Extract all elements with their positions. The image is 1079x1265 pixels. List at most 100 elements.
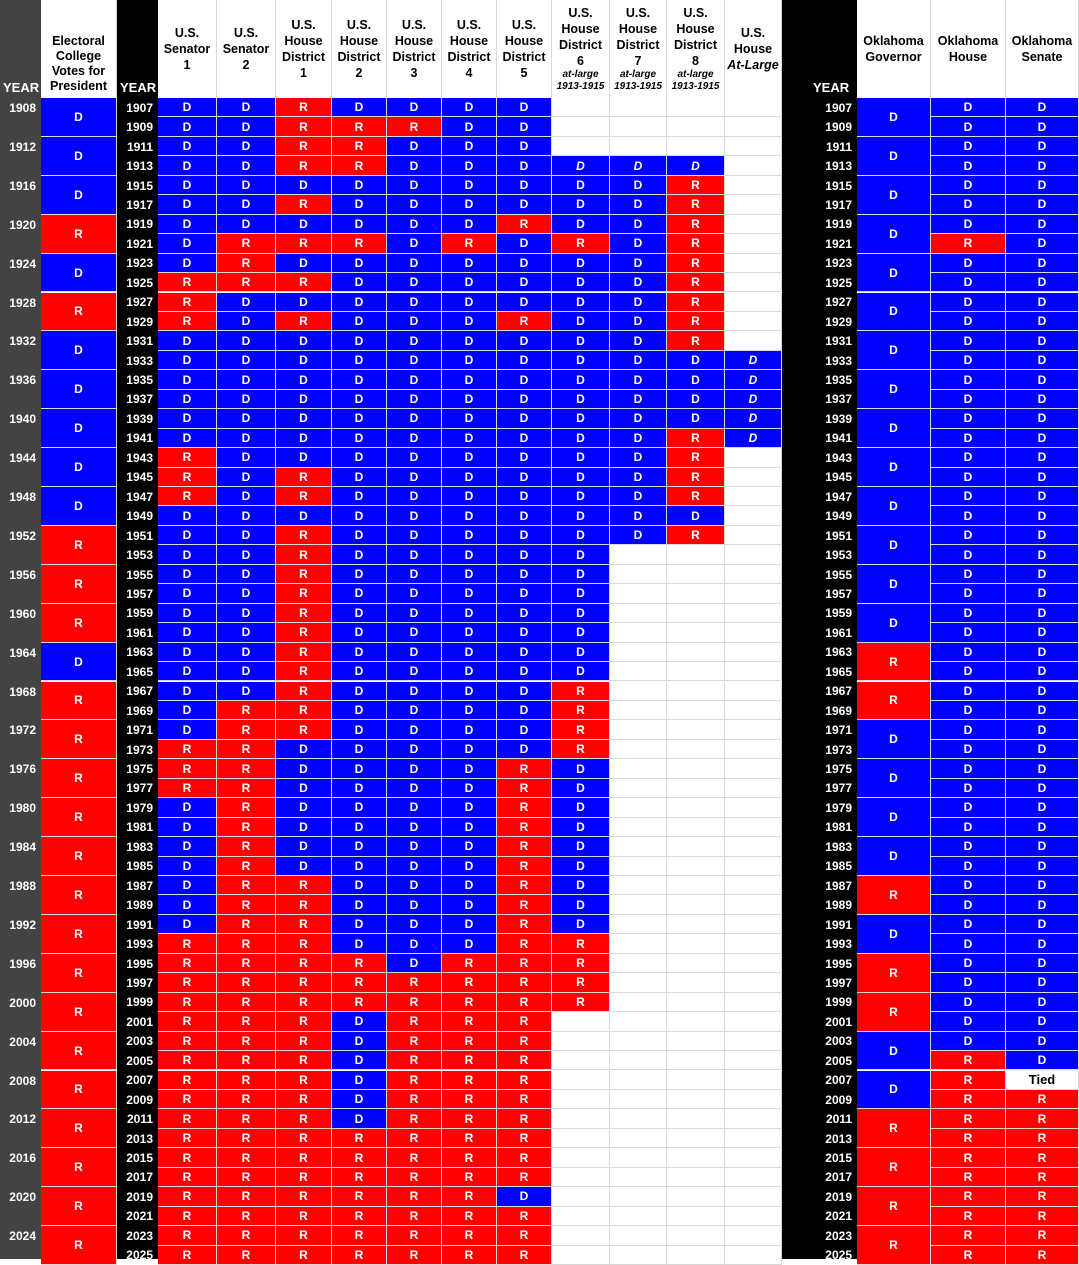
year-label: 1939 [126,411,153,426]
year-label: 1919 [126,217,153,232]
house5-cell: R [497,876,552,896]
house7-cell: D [610,195,667,215]
year-label: 1927 [126,295,153,310]
house4-header-line: 4 [465,66,473,80]
house7-cell: D [610,175,667,196]
ok-house-cell: D [931,156,1006,176]
at-large-cell [725,506,782,526]
senator2-cell: D [217,448,276,468]
senator2-header-line: Senator [222,42,270,56]
at-large-cell [725,856,782,876]
house8-cell [667,623,725,643]
senator2-cell: R [217,837,276,857]
house4-header-line: District [447,50,491,64]
house1-cell: R [276,156,332,176]
house6-cell: D [552,895,610,915]
ok-house-cell: D [931,175,1006,196]
house7-cell: D [610,389,667,410]
house5-cell: R [497,1167,552,1188]
senator2-cell: R [217,1206,276,1227]
house8-cell [667,1226,725,1246]
house5-cell: D [497,409,552,429]
house4-cell: D [442,98,497,118]
at-large-header-line: U.S. [740,26,766,40]
house3-cell: D [387,331,442,351]
year-label: 1917 [126,197,153,212]
house8-cell [667,545,725,565]
house3-cell: D [387,739,442,760]
year-label-right: 1937 [825,392,852,407]
house6-cell: D [552,195,610,215]
house2-cell: R [332,973,387,993]
year-label-right: 1929 [825,314,852,329]
house4-cell: D [442,837,497,857]
senator1-cell: D [158,175,217,196]
ok-house-cell: R [931,1148,1006,1168]
house6-cell: D [552,876,610,896]
pres-year-label: 1920 [9,217,36,232]
electoral-cell: R [41,1148,117,1188]
ok-senate-cell: D [1006,642,1079,663]
house4-cell: D [442,331,497,351]
senator2-cell: R [217,1128,276,1149]
house6-cell: D [552,623,610,643]
house6-cell: R [552,739,610,760]
house3-header-line: District [392,50,436,64]
senator2-cell: R [217,1167,276,1188]
year-label: 2001 [126,1014,153,1029]
ok-senate-cell: D [1006,817,1079,838]
house1-cell: R [276,234,332,254]
house8-cell [667,778,725,799]
year-label-right: 1985 [825,859,852,874]
at-large-cell [725,292,782,312]
ok-senate-cell: D [1006,389,1079,410]
house1-cell: D [276,778,332,799]
electoral-cell: D [41,642,117,682]
year-label-right: 1941 [825,431,852,446]
house6-cell: D [552,350,610,371]
at-large-cell [725,642,782,663]
ok-senate-cell: D [1006,1031,1079,1052]
ok-senate-cell: D [1006,292,1079,312]
at-large-cell [725,98,782,118]
house1-cell: R [276,467,332,487]
house5-header-line: 5 [520,66,528,80]
pres-year-label: 2008 [9,1073,36,1088]
at-large-cell: D [725,389,782,410]
ok-senate-cell: D [1006,311,1079,332]
senator1-header-line: Senator [163,42,211,56]
house1-cell: D [276,253,332,274]
house4-cell: R [442,1128,497,1149]
senator2-cell: R [217,876,276,896]
house2-cell: D [332,545,387,565]
year-header-pres: YEAR [3,80,40,95]
house7-header: U.S. House District 7 at-large 1913-1915 [610,0,667,98]
house7-cell [610,662,667,682]
senator2-cell: R [217,1031,276,1052]
senator2-cell: R [217,895,276,915]
house8-cell: R [667,195,725,215]
house4-cell: D [442,739,497,760]
ok-house-cell: D [931,428,1006,449]
house5-cell: D [497,292,552,312]
house3-cell: D [387,720,442,740]
senator1-cell: R [158,311,217,332]
year-label-right: 1969 [825,703,852,718]
year-label-right: 2003 [825,1034,852,1049]
ok-house-cell: R [931,1051,1006,1071]
year-label-right: 1907 [825,100,852,115]
ok-senate-cell: R [1006,1245,1079,1265]
house5-cell: R [497,759,552,779]
house3-cell: D [387,681,442,701]
year-label: 1949 [126,509,153,524]
ok-house-cell: R [931,1089,1006,1110]
house5-cell: D [497,564,552,585]
senator1-cell: D [158,545,217,565]
house1-cell: R [276,545,332,565]
year-label-right: 1909 [825,120,852,135]
house6-cell: D [552,545,610,565]
ok-senate-cell: R [1006,1167,1079,1188]
year-label-right: 2015 [825,1151,852,1166]
senator1-cell: D [158,136,217,157]
house4-cell: D [442,487,497,507]
